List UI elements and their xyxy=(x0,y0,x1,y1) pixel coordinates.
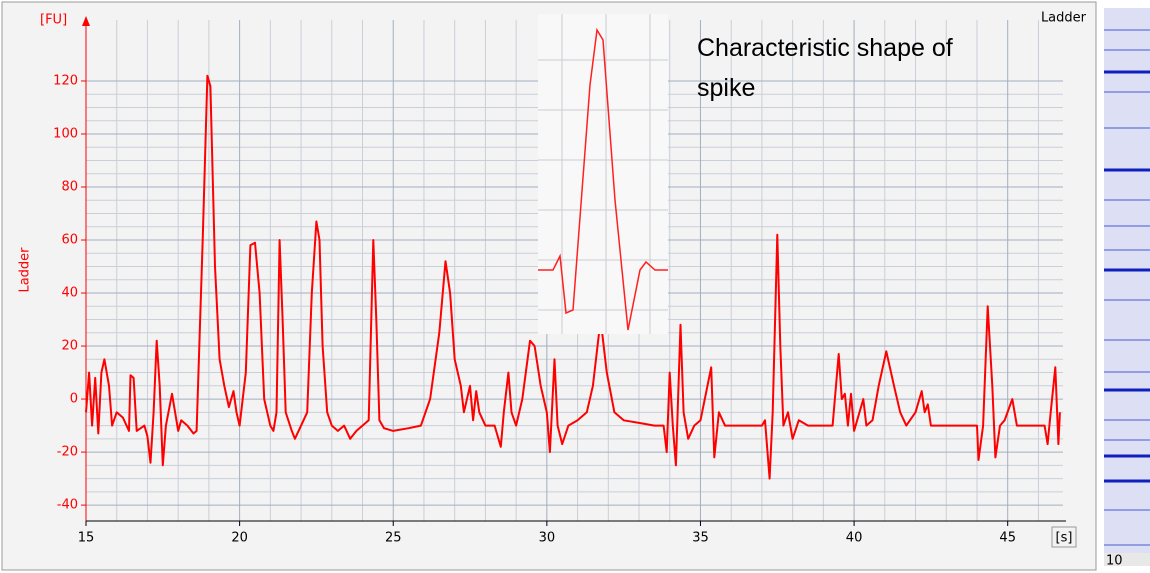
x-tick-label: 35 xyxy=(692,531,709,546)
gel-band xyxy=(1104,29,1150,546)
gel-footer xyxy=(1104,553,1150,566)
y-tick-label: -20 xyxy=(57,445,78,460)
x-tick-label: 15 xyxy=(78,531,95,546)
x-tick-label: 40 xyxy=(846,531,863,546)
x-tick-label: 25 xyxy=(385,531,402,546)
y-label: Ladder xyxy=(18,247,33,293)
gel-label: 10 xyxy=(1106,554,1123,569)
legend-entry: Ladder xyxy=(1041,11,1087,26)
inset-box xyxy=(538,14,668,334)
gel-lane xyxy=(1104,8,1150,566)
annotation: Characteristic shape of spike xyxy=(697,34,953,102)
y-tick-label: 60 xyxy=(61,233,78,248)
y-tick-label: 100 xyxy=(53,126,78,141)
spike-inset xyxy=(538,14,668,334)
inset-spike xyxy=(538,27,668,331)
x-unit-box xyxy=(1051,526,1077,548)
y-tick-label: 0 xyxy=(70,392,78,407)
gel-strip: 10 xyxy=(1104,8,1150,569)
y-tick-label: 20 xyxy=(61,339,78,354)
x-tick-label: 45 xyxy=(999,531,1016,546)
y-axis-arrow xyxy=(82,16,90,26)
y-tick-label: 40 xyxy=(61,286,78,301)
x-unit: [s] xyxy=(1056,531,1073,546)
gel-band-strong xyxy=(1104,70,1150,483)
y-tick-label: -40 xyxy=(57,498,78,513)
inset-grid xyxy=(538,14,668,334)
plot xyxy=(85,74,1061,480)
axes: [FU] Ladder [s] Ladder -40 -20 0 20 40 60 80 10… xyxy=(18,11,1087,548)
x-tick-label: 20 xyxy=(231,531,248,546)
x-tick-label: 30 xyxy=(539,531,556,546)
y-unit: [FU] xyxy=(40,13,67,28)
y-tick-label: 80 xyxy=(61,180,78,195)
y-tick-label: 120 xyxy=(53,73,78,88)
data-line xyxy=(85,74,1061,480)
